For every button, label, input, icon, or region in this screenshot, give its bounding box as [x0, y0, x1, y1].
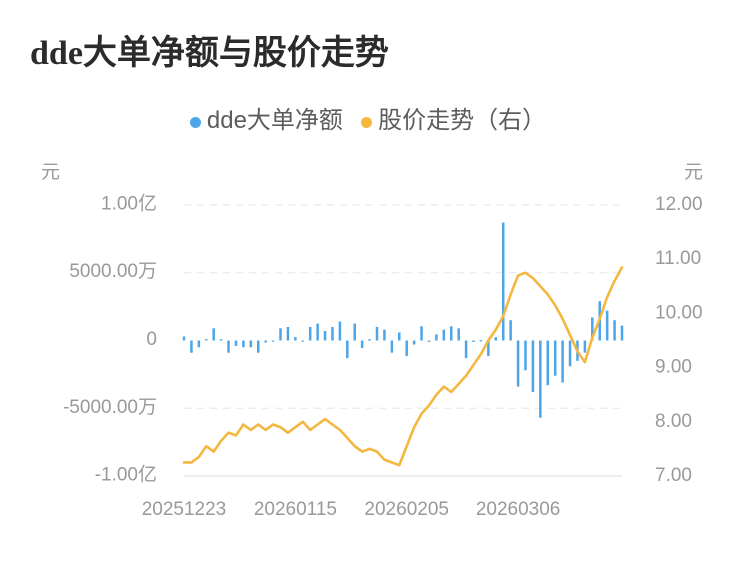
svg-text:8.00: 8.00 — [655, 411, 692, 432]
svg-text:12.00: 12.00 — [655, 194, 703, 215]
svg-text:7.00: 7.00 — [655, 465, 692, 486]
svg-text:1.00亿: 1.00亿 — [101, 193, 157, 215]
svg-text:5000.00万: 5000.00万 — [69, 261, 157, 282]
svg-text:11.00: 11.00 — [655, 248, 701, 269]
svg-text:0: 0 — [146, 329, 157, 350]
svg-text:元: 元 — [684, 162, 703, 183]
svg-text:20260205: 20260205 — [364, 499, 449, 520]
svg-text:-5000.00万: -5000.00万 — [63, 397, 157, 418]
svg-text:10.00: 10.00 — [655, 302, 703, 323]
svg-text:9.00: 9.00 — [655, 357, 692, 378]
svg-text:元: 元 — [41, 162, 60, 183]
svg-text:-1.00亿: -1.00亿 — [95, 464, 157, 486]
svg-text:20260306: 20260306 — [476, 499, 561, 520]
svg-text:20251223: 20251223 — [142, 499, 227, 520]
svg-text:20260115: 20260115 — [254, 499, 337, 520]
